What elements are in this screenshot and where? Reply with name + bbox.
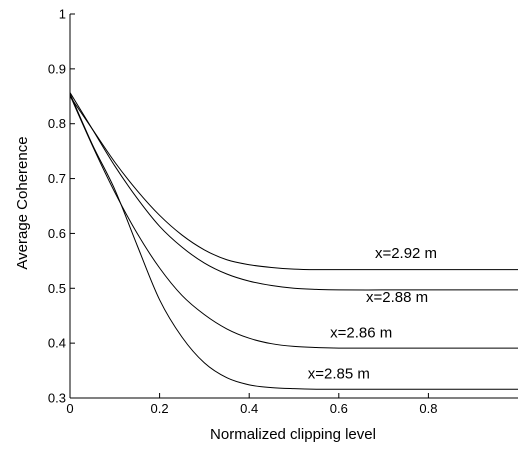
series-line-3 — [69, 94, 518, 349]
series-line-2 — [69, 92, 518, 291]
series-label-1: x=2.92 m — [375, 245, 437, 262]
x-axis-label: Normalized clipping level — [210, 426, 376, 443]
x-tick-label: 0.8 — [419, 401, 437, 416]
series-line-1 — [69, 96, 518, 271]
y-tick-label: 0.8 — [48, 116, 66, 131]
plot-area — [70, 14, 518, 398]
series-label-3: x=2.86 m — [330, 325, 392, 342]
y-tick-label: 0.9 — [48, 61, 66, 76]
series-line-4 — [69, 93, 518, 390]
series-labels: x=2.92 m x=2.88 m x=2.86 m x=2.85 m — [308, 245, 437, 382]
x-tick-label: 0.6 — [330, 401, 348, 416]
x-tick-label: 0.2 — [151, 401, 169, 416]
series-layer — [69, 92, 518, 390]
series-label-2: x=2.88 m — [366, 289, 428, 306]
x-tick-label: 0 — [66, 401, 73, 416]
y-tick-label: 0.4 — [48, 336, 66, 351]
axis-layer: 0 0.2 0.4 0.6 0.8 0.3 0.4 0.5 0.6 0.7 0.8 0.9 1 — [48, 7, 518, 416]
y-tick-label: 0.5 — [48, 281, 66, 296]
y-axis-label: Average Coherence — [14, 136, 31, 269]
plot-background — [70, 14, 518, 398]
y-tick-label: 1 — [59, 7, 66, 22]
x-tick-label: 0.4 — [240, 401, 258, 416]
y-tick-label: 0.6 — [48, 226, 66, 241]
y-tick-label: 0.3 — [48, 391, 66, 406]
y-tick-label: 0.7 — [48, 171, 66, 186]
series-label-4: x=2.85 m — [308, 365, 370, 382]
